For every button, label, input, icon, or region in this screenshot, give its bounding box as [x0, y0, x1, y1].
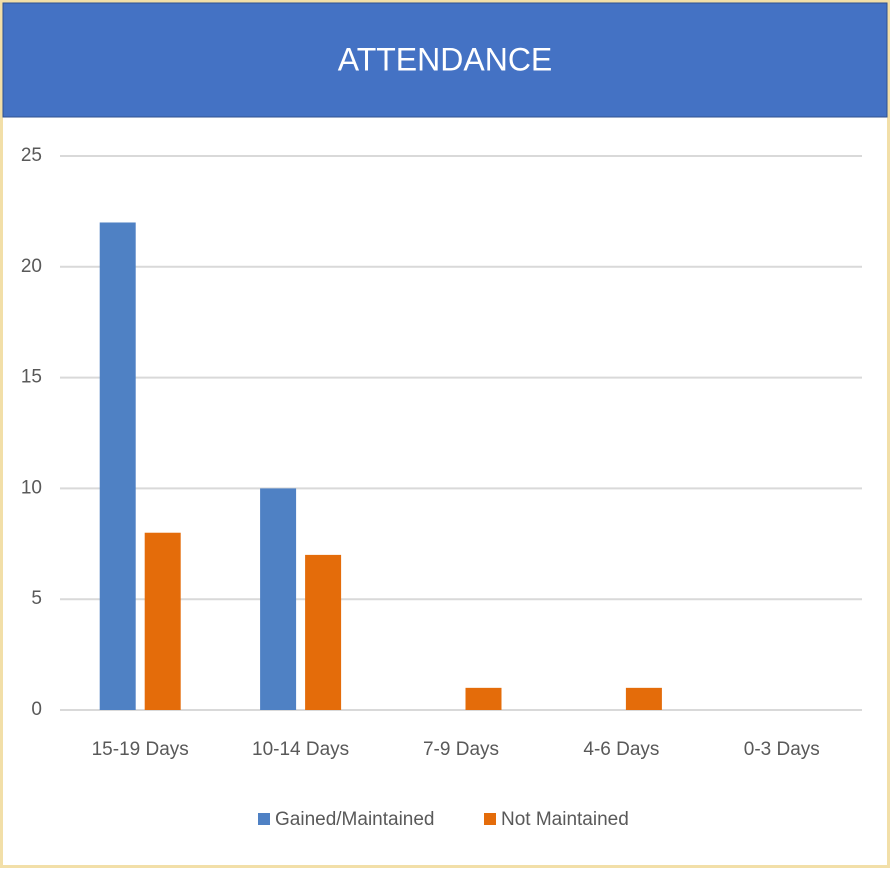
chart-title: ATTENDANCE	[338, 41, 553, 77]
bar	[144, 532, 181, 710]
y-tick-label: 15	[21, 367, 42, 388]
legend-label: Not Maintained	[501, 809, 629, 830]
y-tick-label: 10	[21, 477, 42, 498]
bar	[305, 554, 342, 710]
legend-swatch	[258, 813, 270, 825]
legend-swatch	[484, 813, 496, 825]
x-tick-label: 7-9 Days	[423, 739, 499, 760]
bar	[625, 687, 662, 710]
bar	[260, 488, 297, 710]
header-band	[2, 2, 888, 118]
x-tick-label: 0-3 Days	[744, 739, 820, 760]
y-tick-label: 5	[31, 588, 42, 609]
x-tick-label: 15-19 Days	[92, 739, 189, 760]
x-tick-label: 10-14 Days	[252, 739, 349, 760]
legend-label: Gained/Maintained	[275, 809, 435, 830]
bar	[465, 687, 502, 710]
y-tick-label: 0	[31, 699, 42, 720]
y-tick-label: 25	[21, 145, 42, 166]
x-tick-label: 4-6 Days	[583, 739, 659, 760]
bar	[99, 222, 136, 711]
y-tick-label: 20	[21, 256, 42, 277]
